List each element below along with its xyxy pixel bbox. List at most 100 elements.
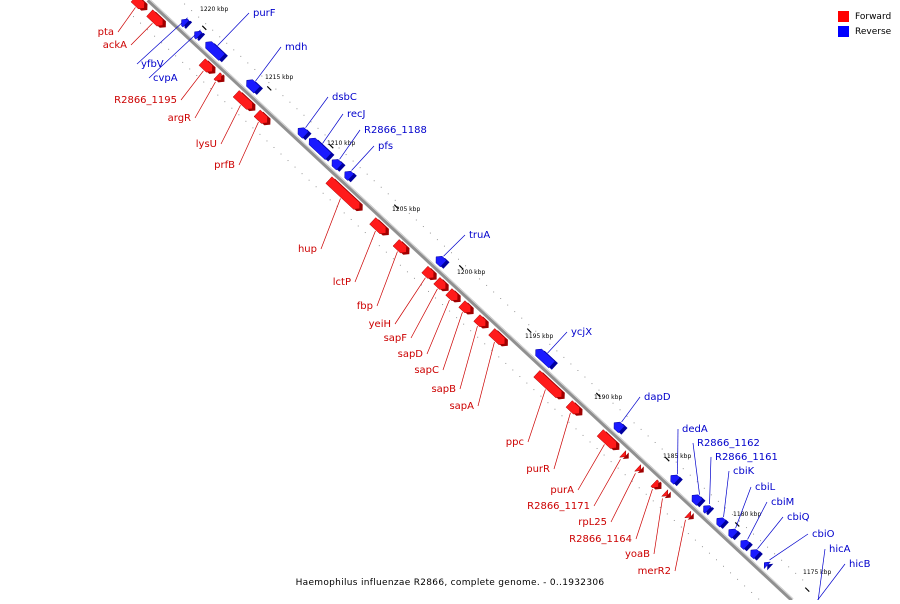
gene-label-cbiL[interactable]: cbiL — [755, 482, 776, 493]
gene-label-pta[interactable]: pta — [98, 27, 114, 38]
gene-label-sapC[interactable]: sapC — [414, 365, 439, 376]
gene-label-purF[interactable]: purF — [253, 8, 276, 19]
gene-label-yoaB[interactable]: yoaB — [625, 549, 650, 560]
gene-label-sapA[interactable]: sapA — [449, 401, 474, 412]
guide-dot — [627, 416, 628, 417]
guide-dot — [662, 449, 663, 450]
leader-line-lctP — [355, 231, 375, 282]
guide-dot — [212, 30, 213, 31]
leader-line-R2866_1171 — [594, 459, 620, 506]
gene-label-hicB[interactable]: hicB — [849, 559, 871, 570]
gene-label-mdh[interactable]: mdh — [285, 42, 307, 53]
leader-line-R2866_1164 — [636, 489, 652, 539]
gene-arrow-sapB[interactable] — [474, 315, 486, 327]
gene-label-lctP[interactable]: lctP — [333, 277, 351, 288]
leader-line-sapB — [460, 326, 477, 389]
gene-label-hicA[interactable]: hicA — [829, 544, 851, 555]
gene-label-recJ[interactable]: recJ — [347, 109, 366, 120]
guide-dot — [282, 95, 283, 96]
gene-arrow-pta[interactable] — [131, 0, 145, 9]
gene-label-lysU[interactable]: lysU — [196, 139, 217, 150]
guide-dot — [374, 180, 375, 181]
gene-label-merR2[interactable]: merR2 — [638, 566, 671, 577]
guide-dot — [238, 114, 239, 115]
gene-label-dapD[interactable]: dapD — [644, 392, 671, 403]
guide-dot — [695, 540, 696, 541]
gene-label-pfs[interactable]: pfs — [378, 141, 393, 152]
gene-label-sapB[interactable]: sapB — [431, 384, 456, 395]
gene-label-R2866_1162[interactable]: R2866_1162 — [697, 438, 760, 449]
gene-arrow-merR2[interactable] — [685, 511, 691, 518]
gene-label-hup[interactable]: hup — [298, 244, 317, 255]
guide-dot — [168, 49, 169, 50]
gene-label-purA[interactable]: purA — [550, 485, 574, 496]
guide-dot — [219, 36, 220, 37]
gene-label-ppc[interactable]: ppc — [506, 437, 524, 448]
guide-dot — [625, 474, 626, 475]
gene-label-yfbV[interactable]: yfbV — [141, 59, 164, 70]
gene-label-cbiQ[interactable]: cbiQ — [787, 512, 810, 523]
gene-label-purR[interactable]: purR — [526, 464, 550, 475]
guide-dot — [760, 540, 761, 541]
guide-dot — [533, 389, 534, 390]
gene-arrow-rpL25[interactable] — [635, 465, 641, 472]
gene-arrow-yeiH[interactable] — [422, 266, 434, 278]
guide-dot — [400, 265, 401, 266]
gene-label-truA[interactable]: truA — [469, 230, 490, 241]
gene-arrow-R2866_1171[interactable] — [620, 451, 626, 458]
gene-arrow-R2866_1164[interactable] — [651, 480, 659, 488]
gene-label-sapF[interactable]: sapF — [384, 333, 408, 344]
guide-dot — [746, 527, 747, 528]
guide-dot — [409, 213, 410, 214]
gene-label-ycjX[interactable]: ycjX — [571, 327, 592, 338]
gene-arrow-yoaB[interactable] — [662, 490, 668, 497]
guide-dot — [568, 422, 569, 423]
guide-dot — [781, 560, 782, 561]
gene-label-argR[interactable]: argR — [168, 113, 191, 124]
gene-arrow-shade-cbiO — [767, 564, 773, 571]
guide-dot — [500, 298, 501, 299]
guide-dot — [161, 42, 162, 43]
gene-label-yeiH[interactable]: yeiH — [369, 319, 391, 330]
tick-label: 1205 kbp — [392, 206, 420, 213]
guide-dot — [318, 128, 319, 129]
leader-line-argR — [195, 82, 215, 118]
gene-label-R2866_1161[interactable]: R2866_1161 — [715, 452, 778, 463]
guide-dot — [535, 331, 536, 332]
gene-label-R2866_1164[interactable]: R2866_1164 — [569, 534, 632, 545]
guide-dot — [240, 56, 241, 57]
gene-label-dedA[interactable]: dedA — [682, 424, 708, 435]
gene-label-sapD[interactable]: sapD — [398, 349, 424, 360]
gene-label-rpL25[interactable]: rpL25 — [578, 517, 607, 528]
strand-legend: Forward Reverse — [838, 9, 891, 39]
gene-arrow-sapC[interactable] — [459, 301, 471, 313]
gene-arrow-argR[interactable] — [214, 73, 222, 81]
leader-line-merR2 — [675, 520, 685, 571]
gene-label-cbiM[interactable]: cbiM — [771, 497, 794, 508]
gene-label-dsbC[interactable]: dsbC — [332, 92, 357, 103]
guide-dot — [704, 488, 705, 489]
guide-dot — [540, 396, 541, 397]
genome-caption: Haemophilus influenzae R2866, complete g… — [0, 578, 900, 588]
gene-label-cbiK[interactable]: cbiK — [733, 466, 755, 477]
leader-line-pta — [118, 7, 135, 32]
gene-label-R2866_1171[interactable]: R2866_1171 — [527, 501, 590, 512]
leader-line-pfs — [352, 146, 374, 171]
gene-label-prfB[interactable]: prfB — [214, 160, 235, 171]
legend-label-forward: Forward — [855, 12, 891, 22]
gene-label-cbiO[interactable]: cbiO — [812, 529, 835, 540]
gene-label-R2866_1188[interactable]: R2866_1188 — [364, 125, 427, 136]
guide-dot — [611, 461, 612, 462]
gene-label-ackA[interactable]: ackA — [103, 40, 127, 51]
guide-dot — [346, 154, 347, 155]
guide-dot — [620, 409, 621, 410]
gene-label-R2866_1195[interactable]: R2866_1195 — [114, 95, 177, 106]
guide-dot — [667, 513, 668, 514]
leader-line-cvpA — [149, 30, 201, 78]
guide-dot — [365, 232, 366, 233]
guide-dot — [613, 403, 614, 404]
leader-line-sapD — [427, 300, 449, 354]
gene-label-fbp[interactable]: fbp — [357, 301, 373, 312]
guide-dot — [351, 219, 352, 220]
gene-label-cvpA[interactable]: cvpA — [153, 73, 178, 84]
